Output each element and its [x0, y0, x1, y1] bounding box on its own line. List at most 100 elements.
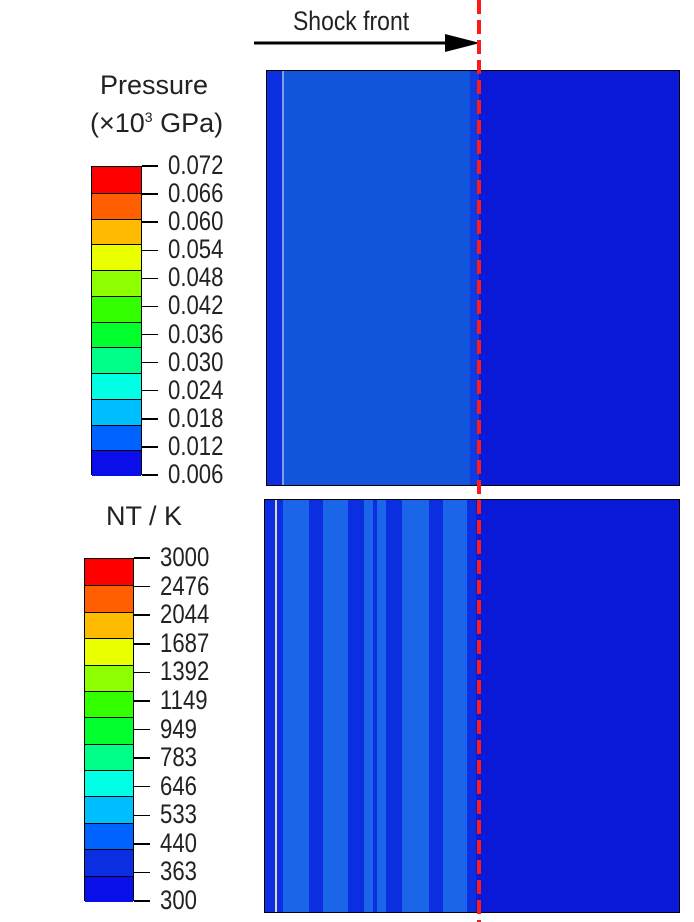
temperature-band — [364, 500, 373, 912]
colorbar-swatch — [85, 743, 133, 771]
colorbar-swatch — [85, 585, 133, 612]
colorbar-swatch — [92, 295, 141, 322]
colorbar-tick — [142, 418, 158, 420]
colorbar-tick — [142, 361, 158, 364]
colorbar-tick-label: 646 — [160, 770, 197, 801]
colorbar-tick — [134, 700, 150, 702]
colorbar-tick — [134, 671, 150, 674]
colorbar-tick-label: 0.054 — [168, 234, 224, 265]
colorbar-tick — [142, 389, 158, 392]
colorbar-tick-label: 533 — [160, 799, 197, 830]
colorbar-tick — [142, 165, 158, 167]
shock-front-label: Shock front — [293, 6, 410, 36]
colorbar-tick-label: 2044 — [160, 599, 210, 630]
colorbar-tick — [142, 333, 158, 336]
colorbar-swatch — [85, 875, 133, 902]
colorbar-tick — [134, 900, 150, 902]
colorbar-tick-label: 2476 — [160, 570, 210, 601]
colorbar-swatch — [92, 347, 141, 373]
colorbar-swatch — [92, 270, 141, 296]
colorbar-swatch — [85, 796, 133, 823]
temperature-band — [443, 500, 467, 912]
colorbar-tick-label: 0.030 — [168, 346, 224, 377]
pressure-legend-title: Pressure — [100, 70, 209, 100]
colorbar-tick-label: 1392 — [160, 656, 210, 687]
temperature-band — [402, 500, 429, 912]
colorbar-swatch — [85, 717, 133, 744]
pressure-front-band — [470, 71, 479, 485]
colorbar-swatch — [92, 167, 141, 193]
colorbar-tick-label: 300 — [160, 885, 197, 915]
temperature-band — [467, 500, 476, 912]
colorbar-swatch — [85, 770, 133, 797]
colorbar-swatch — [92, 450, 141, 476]
pressure-colorbar — [91, 166, 142, 476]
temperature-legend-title: NT / K — [106, 501, 183, 531]
colorbar-swatch — [85, 638, 133, 665]
colorbar-tick — [134, 728, 150, 731]
temperature-field-panel — [264, 499, 680, 913]
colorbar-tick-label: 0.072 — [168, 150, 224, 180]
temperature-band — [309, 500, 323, 912]
colorbar-tick — [142, 474, 158, 476]
colorbar-tick-label: 949 — [160, 713, 197, 744]
pressure-left-edge — [267, 71, 282, 485]
colorbar-tick — [134, 843, 150, 845]
pressure-shocked-region — [284, 71, 470, 485]
colorbar-swatch — [92, 244, 141, 270]
colorbar-tick — [134, 643, 150, 645]
colorbar-tick-label: 0.042 — [168, 290, 224, 321]
colorbar-tick-label: 1149 — [160, 684, 208, 715]
colorbar-tick-label: 0.012 — [168, 430, 224, 461]
temperature-band — [377, 500, 386, 912]
colorbar-swatch — [92, 218, 141, 245]
temperature-band — [323, 500, 348, 912]
colorbar-tick — [142, 249, 158, 252]
colorbar-tick-label: 0.060 — [168, 206, 224, 237]
colorbar-tick — [134, 585, 150, 588]
colorbar-tick — [142, 193, 158, 195]
temperature-band — [429, 500, 443, 912]
colorbar-tick — [142, 277, 158, 280]
colorbar-tick-label: 0.036 — [168, 318, 224, 349]
colorbar-swatch — [92, 373, 141, 399]
temperature-band — [283, 500, 309, 912]
colorbar-tick-label: 363 — [160, 856, 197, 887]
colorbar-tick — [134, 757, 150, 759]
temperature-band — [386, 500, 402, 912]
colorbar-tick — [134, 871, 150, 874]
colorbar-tick-label: 440 — [160, 827, 197, 858]
colorbar-tick — [142, 446, 158, 448]
colorbar-tick — [134, 557, 150, 559]
colorbar-tick-label: 783 — [160, 742, 197, 773]
colorbar-tick — [134, 814, 150, 816]
colorbar-swatch — [85, 611, 133, 639]
temperature-band — [373, 500, 377, 912]
colorbar-swatch — [92, 192, 141, 219]
colorbar-tick-label: 3000 — [160, 542, 210, 572]
colorbar-tick-label: 0.024 — [168, 374, 224, 405]
colorbar-swatch — [85, 849, 133, 876]
shock-front-arrow — [254, 34, 480, 52]
colorbar-tick-label: 0.006 — [168, 459, 224, 489]
colorbar-swatch — [92, 321, 141, 348]
pressure-edge-line — [282, 71, 284, 485]
pressure-unit-exponent: 3 — [144, 109, 153, 125]
colorbar-swatch — [92, 424, 141, 451]
temperature-band — [277, 500, 283, 912]
colorbar-swatch — [85, 690, 133, 718]
colorbar-tick — [142, 221, 158, 223]
colorbar-tick — [134, 614, 150, 616]
colorbar-tick-label: 0.048 — [168, 262, 224, 293]
colorbar-tick-label: 0.018 — [168, 402, 224, 433]
shock-front-line — [477, 0, 481, 922]
temperature-edge-line — [275, 500, 277, 912]
colorbar-swatch — [85, 664, 133, 691]
colorbar-swatch — [85, 559, 133, 586]
pressure-legend-unit: (×103 GPa) — [90, 108, 224, 138]
colorbar-tick — [134, 785, 150, 788]
temperature-left-edge — [265, 500, 275, 912]
pressure-field-panel — [266, 70, 680, 486]
colorbar-swatch — [85, 822, 133, 850]
colorbar-tick-label: 1687 — [160, 627, 210, 658]
